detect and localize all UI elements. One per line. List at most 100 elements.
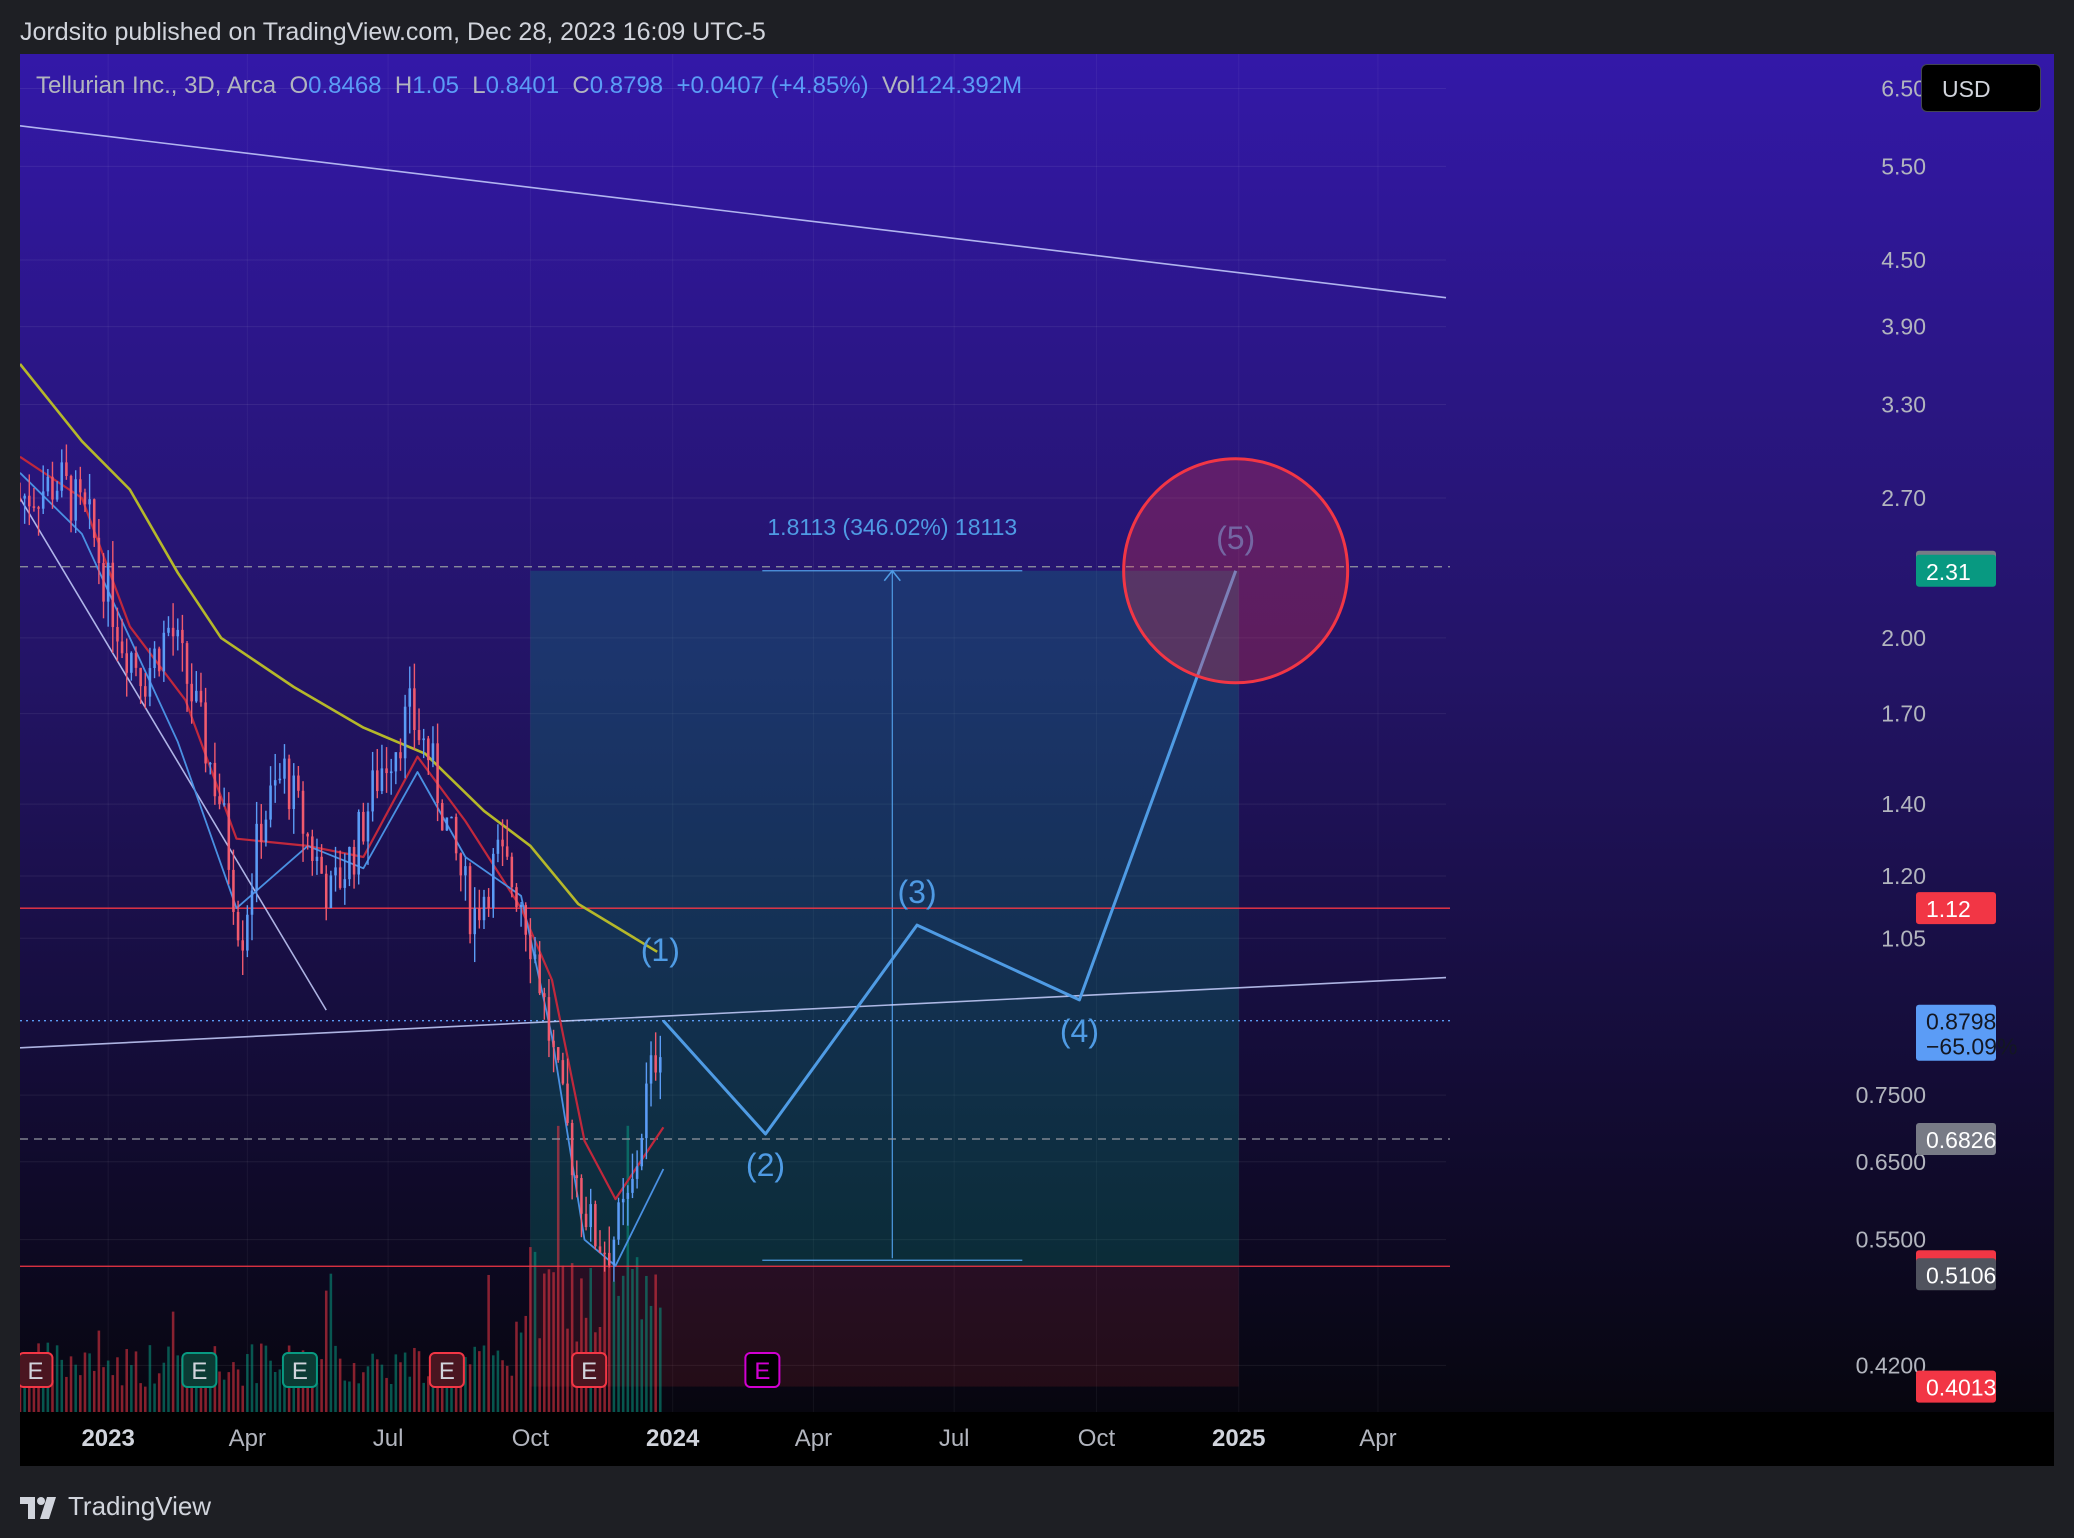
high-value: 1.05 xyxy=(412,72,459,99)
volume-bar xyxy=(171,1311,175,1412)
candle-body xyxy=(167,627,170,633)
volume-bar xyxy=(496,1350,500,1412)
volume-bar xyxy=(566,1328,569,1412)
candle-body xyxy=(246,914,249,951)
y-tick-label: 6.50 xyxy=(1881,76,1926,102)
candle-body xyxy=(301,790,305,834)
volume-bar xyxy=(417,1351,421,1412)
earnings-marker[interactable] xyxy=(428,1352,465,1388)
candle-body xyxy=(213,762,217,797)
volume-bar xyxy=(195,1370,198,1412)
candle-body xyxy=(348,846,351,880)
currency-button[interactable]: USD xyxy=(1921,64,2041,112)
volume-bar xyxy=(139,1383,142,1412)
candle-body xyxy=(533,954,537,960)
candle-body xyxy=(561,1060,565,1084)
candle-body xyxy=(259,823,263,843)
volume-bar xyxy=(97,1330,101,1412)
candle-body xyxy=(487,896,490,909)
candle-body xyxy=(28,495,31,507)
candle-body xyxy=(366,811,370,842)
volume-bar xyxy=(162,1362,166,1412)
volume-bar xyxy=(464,1357,467,1412)
earnings-marker-label: E xyxy=(581,1358,597,1385)
earnings-marker[interactable] xyxy=(281,1352,318,1388)
volume-bar xyxy=(631,1269,634,1412)
volume-bar xyxy=(324,1290,328,1412)
y-tick-label: 1.70 xyxy=(1881,701,1926,727)
y-tick-label: 0.4200 xyxy=(1856,1352,1926,1378)
candle-body xyxy=(478,908,481,921)
x-tick-label: 2024 xyxy=(646,1425,700,1452)
candle-body xyxy=(612,1239,616,1266)
high-label: H xyxy=(394,72,413,99)
candle-body xyxy=(436,743,439,804)
volume-label: Vol xyxy=(881,72,916,99)
earnings-marker[interactable] xyxy=(181,1352,218,1388)
candle-body xyxy=(83,492,87,505)
close-value: 0.8798 xyxy=(589,72,664,99)
volume-bar xyxy=(65,1376,68,1412)
volume-bar xyxy=(144,1386,147,1412)
volume-bar xyxy=(366,1366,370,1412)
volume-bar xyxy=(543,1273,546,1412)
candle-body xyxy=(250,890,254,915)
y-tick-label: 0.7500 xyxy=(1856,1082,1926,1108)
trend-line[interactable] xyxy=(20,125,1447,299)
candle-body xyxy=(473,908,476,935)
candle-body xyxy=(130,652,133,673)
candle-body xyxy=(297,775,300,791)
symbol-name[interactable]: Tellurian Inc., 3D, Arca xyxy=(36,72,277,99)
candle-body xyxy=(594,1204,597,1247)
candle-body xyxy=(403,706,407,759)
volume-bar xyxy=(208,1378,212,1412)
candle-body xyxy=(529,934,532,960)
trend-line[interactable] xyxy=(20,497,327,1011)
volume-bar xyxy=(510,1375,514,1412)
earnings-marker[interactable] xyxy=(571,1352,608,1388)
price-label-text: 0.4013 xyxy=(1926,1375,1996,1401)
chart-area[interactable]: 1.8113 (346.02%) 18113 E E E E E E (2) (3) (4) (… xyxy=(20,54,2054,1466)
elliott-wave-path[interactable] xyxy=(662,570,1238,1136)
x-tick-label: Apr xyxy=(1359,1425,1396,1452)
volume-value: 124.392M xyxy=(915,72,1023,99)
candle-body xyxy=(55,490,59,500)
candle-body xyxy=(631,1178,634,1193)
candle-body xyxy=(176,629,180,637)
candle-body xyxy=(362,811,365,842)
price-label-text: −65.09% xyxy=(1926,1034,2017,1060)
candle-body xyxy=(329,875,333,909)
candle-body xyxy=(413,688,416,731)
volume-bar xyxy=(580,1278,583,1412)
x-tick-label: 2023 xyxy=(81,1425,134,1452)
candle-body xyxy=(510,856,514,888)
candle-body xyxy=(334,867,337,876)
y-tick-label: 2.70 xyxy=(1881,485,1926,511)
volume-bar xyxy=(603,1255,606,1412)
footer-brand[interactable]: TradingView xyxy=(20,1486,211,1526)
volume-bar xyxy=(607,1261,611,1412)
candle-body xyxy=(626,1192,630,1199)
candle-body xyxy=(199,690,203,703)
volume-bar xyxy=(20,1376,22,1412)
price-chart[interactable]: 1.8113 (346.02%) 18113 E E E E E E (2) (3) (4) (… xyxy=(20,54,2054,1466)
volume-bar xyxy=(519,1332,523,1412)
volume-bar xyxy=(589,1268,592,1412)
stop-zone xyxy=(530,1266,1239,1387)
candle-body xyxy=(306,833,309,837)
candle-body xyxy=(399,752,402,759)
earnings-marker[interactable] xyxy=(744,1352,781,1388)
volume-bar xyxy=(399,1362,402,1412)
volume-bar xyxy=(473,1346,476,1412)
candle-body xyxy=(208,762,212,765)
candle-body xyxy=(496,839,500,854)
trend-line[interactable] xyxy=(20,976,1447,1049)
candle-body xyxy=(580,1178,583,1214)
candle-body xyxy=(589,1204,592,1228)
candle-body xyxy=(236,911,240,941)
volume-bar xyxy=(491,1355,495,1412)
earnings-marker[interactable] xyxy=(20,1352,54,1388)
candle-body xyxy=(232,869,235,912)
target-circle[interactable] xyxy=(1122,457,1350,685)
time-axis-background xyxy=(20,1412,2054,1466)
